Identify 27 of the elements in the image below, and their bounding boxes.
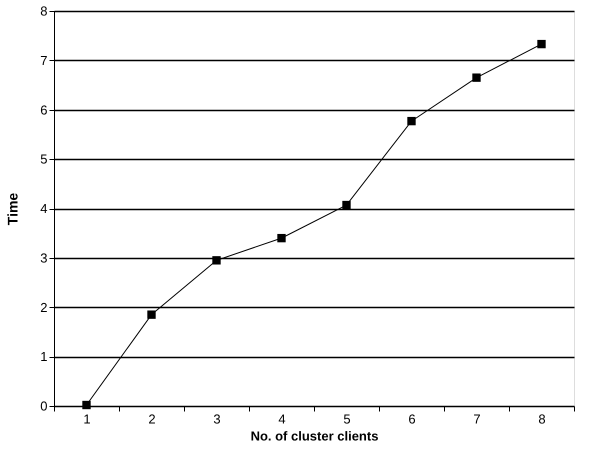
- y-tick-label: 7: [40, 52, 48, 68]
- x-tick-label: 1: [83, 412, 91, 426]
- point: [537, 40, 546, 48]
- point: [407, 116, 416, 126]
- y-tick-label: 2: [40, 300, 48, 315]
- x-tick-label: 4: [278, 412, 286, 426]
- x-tick-label: 5: [343, 412, 351, 426]
- x-tick-label: 7: [473, 412, 481, 426]
- x-tick-label: 6: [408, 412, 416, 426]
- y-axis-title: Time: [4, 192, 20, 226]
- x-axis-title: No. of cluster clients: [250, 428, 378, 444]
- point: [147, 310, 156, 319]
- point: [82, 400, 91, 410]
- point: [277, 234, 286, 242]
- y-tick-label: 4: [40, 201, 48, 216]
- point: [212, 256, 221, 265]
- y-tick-label: 3: [40, 250, 48, 266]
- point: [342, 200, 351, 210]
- y-tick-label: 5: [40, 152, 48, 167]
- x-tick-label: 8: [538, 412, 546, 426]
- point: [472, 73, 481, 82]
- y-tick-label: 0: [40, 398, 48, 414]
- x-tick-label: 3: [213, 412, 221, 426]
- y-tick-label: 6: [40, 102, 48, 118]
- y-tick-label: 1: [40, 349, 48, 364]
- y-tick-label: 8: [40, 4, 48, 18]
- x-tick-label: 2: [148, 412, 156, 426]
